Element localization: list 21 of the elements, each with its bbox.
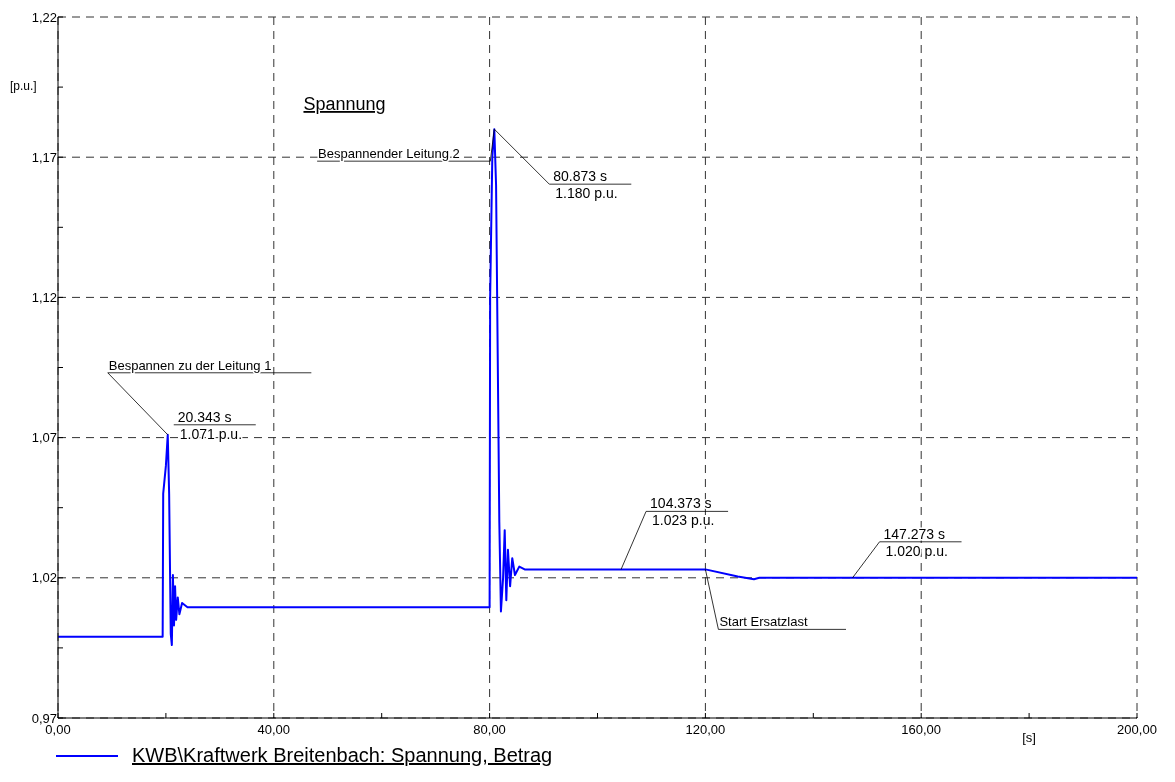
y-tick-label: 1,07 (31, 430, 57, 446)
x-axis-title: [s] (1022, 730, 1036, 745)
annotation: 20.343 s 1.071 p.u. (177, 408, 243, 442)
annotation: 80.873 s 1.180 p.u. (553, 168, 618, 202)
x-tick-label: 160,00 (901, 722, 942, 738)
legend-label: KWB\Kraftwerk Breitenbach: Spannung, Betrag (132, 744, 553, 767)
annotation: 104.373 s 1.023 p.u. (650, 495, 715, 529)
x-tick-label: 80,00 (473, 722, 506, 738)
line-series (58, 128, 1137, 647)
annotation: Bespannen zu der Leitung 1 (108, 357, 272, 373)
y-tick-label: 1,02 (31, 570, 57, 586)
annotation: Start Ersatzlast (719, 614, 808, 630)
x-tick-label: 40,00 (257, 722, 291, 738)
y-tick-label: 1,17 (31, 149, 57, 165)
y-tick-label: 1,22 (31, 9, 57, 25)
x-tick-label: 200,00 (1117, 722, 1157, 738)
y-tick-label: 1,12 (31, 290, 57, 306)
x-tick-label: 120,00 (685, 722, 726, 738)
annotation: 147.273 s 1.020 p.u. (883, 525, 948, 559)
text: Spannung (303, 94, 386, 114)
y-axis-title: [p.u.] (10, 79, 37, 93)
